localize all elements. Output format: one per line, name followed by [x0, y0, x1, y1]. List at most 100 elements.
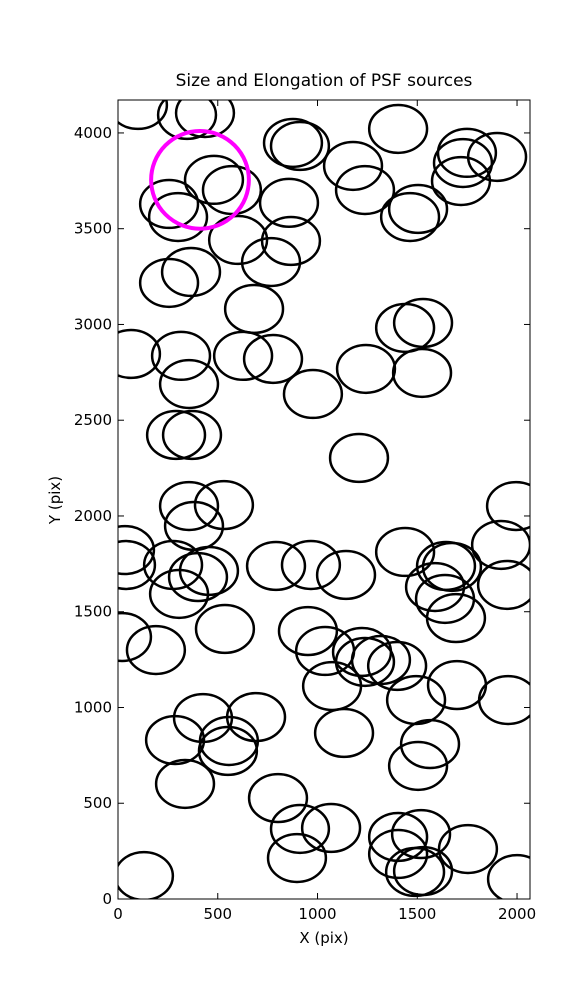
psf-ellipse	[392, 845, 454, 897]
psf-ellipse	[158, 480, 220, 532]
axes-frame	[117, 99, 531, 900]
psf-ellipse	[334, 164, 396, 216]
psf-ellipse	[145, 409, 207, 461]
psf-ellipse	[399, 718, 461, 770]
psf-ellipse	[242, 333, 304, 385]
psf-ellipse	[156, 100, 218, 141]
psf-ellipse	[223, 283, 285, 335]
psf-ellipse	[118, 611, 153, 663]
psf-ellipse	[477, 674, 530, 726]
psf-ellipse	[125, 624, 187, 676]
x-tick-label: 500	[203, 905, 232, 923]
psf-ellipse	[328, 432, 390, 484]
psf-ellipse	[118, 328, 162, 380]
psf-ellipse	[437, 823, 499, 875]
psf-ellipse	[374, 526, 436, 578]
psf-ellipse	[315, 549, 377, 601]
psf-ellipse	[161, 409, 223, 461]
psf-ellipse	[391, 347, 453, 399]
psf-ellipse	[334, 636, 396, 688]
psf-ellipse	[421, 541, 483, 593]
psf-ellipse	[269, 803, 331, 855]
psf-ellipse	[148, 568, 210, 620]
y-tick-label: 1500	[74, 603, 112, 621]
psf-ellipse	[266, 832, 328, 884]
psf-ellipse	[367, 828, 429, 880]
y-axis-label: Y (pix)	[46, 476, 64, 525]
psf-ellipse	[247, 772, 309, 824]
psf-ellipse	[404, 561, 466, 613]
y-tick-label: 2000	[74, 507, 112, 525]
y-tick-label: 500	[83, 794, 112, 812]
psf-ellipse	[425, 592, 487, 644]
psf-ellipse	[193, 479, 255, 531]
psf-ellipse	[260, 215, 322, 267]
psf-ellipse	[486, 853, 530, 899]
y-tick-label: 1000	[74, 698, 112, 716]
psf-ellipse	[374, 302, 436, 354]
psf-ellipse	[212, 330, 274, 382]
psf-ellipse	[225, 691, 287, 743]
psf-ellipse	[118, 539, 157, 591]
psf-ellipse	[300, 802, 362, 854]
psf-ellipse	[476, 559, 530, 611]
psf-ellipse	[197, 725, 259, 777]
psf-ellipse	[350, 634, 412, 686]
psf-ellipse	[277, 605, 339, 657]
psf-ellipse	[240, 236, 302, 288]
psf-ellipse	[414, 573, 476, 625]
psf-ellipse	[167, 551, 229, 603]
y-tick-label: 0	[102, 890, 112, 908]
psf-ellipse	[144, 714, 206, 766]
psf-ellipse	[150, 330, 212, 382]
psf-ellipse	[147, 191, 209, 243]
y-tick-label: 4000	[74, 124, 112, 142]
psf-ellipse	[366, 640, 428, 692]
psf-ellipse	[430, 155, 492, 207]
psf-ellipse	[280, 539, 342, 591]
psf-ellipse	[138, 178, 200, 230]
psf-ellipse	[282, 368, 344, 420]
chart-title: Size and Elongation of PSF sources	[176, 71, 473, 91]
x-tick-label: 1500	[398, 905, 436, 923]
psf-ellipse	[158, 358, 220, 410]
psf-ellipse	[201, 164, 263, 216]
psf-ellipse	[138, 257, 200, 309]
x-axis-label: X (pix)	[299, 929, 348, 947]
psf-ellipse	[322, 140, 384, 192]
psf-ellipse	[183, 154, 245, 206]
psf-ellipse	[194, 603, 256, 655]
psf-ellipse	[390, 808, 452, 860]
y-tick-label: 3000	[74, 315, 112, 333]
psf-ellipse	[387, 740, 449, 792]
psf-ellipse	[485, 480, 530, 532]
psf-ellipse	[335, 343, 397, 395]
psf-ellipse	[367, 103, 429, 155]
psf-ellipse	[301, 660, 363, 712]
x-tick-label: 1000	[298, 905, 336, 923]
psf-ellipse	[387, 183, 449, 235]
psf-ellipse	[118, 850, 175, 899]
y-tick-label: 3500	[74, 220, 112, 238]
y-tick-label: 2500	[74, 411, 112, 429]
psf-ellipse	[313, 707, 375, 759]
psf-ellipse	[262, 117, 324, 169]
psf-ellipse	[174, 100, 236, 139]
psf-ellipse	[245, 540, 307, 592]
psf-ellipse	[160, 246, 222, 298]
psf-ellipse	[432, 137, 494, 189]
psf-ellipse	[426, 659, 488, 711]
psf-ellipse	[269, 120, 331, 172]
x-tick-label: 2000	[498, 905, 536, 923]
x-tick-label: 0	[113, 905, 123, 923]
psf-ellipse	[466, 131, 528, 183]
plot-area	[118, 100, 530, 899]
psf-ellipse	[258, 177, 320, 229]
psf-ellipse	[154, 758, 216, 810]
psf-ellipse	[149, 129, 251, 231]
psf-ellipse	[207, 214, 269, 266]
psf-ellipse	[118, 100, 169, 131]
psf-ellipse	[470, 519, 530, 571]
psf-ellipse	[118, 524, 156, 576]
